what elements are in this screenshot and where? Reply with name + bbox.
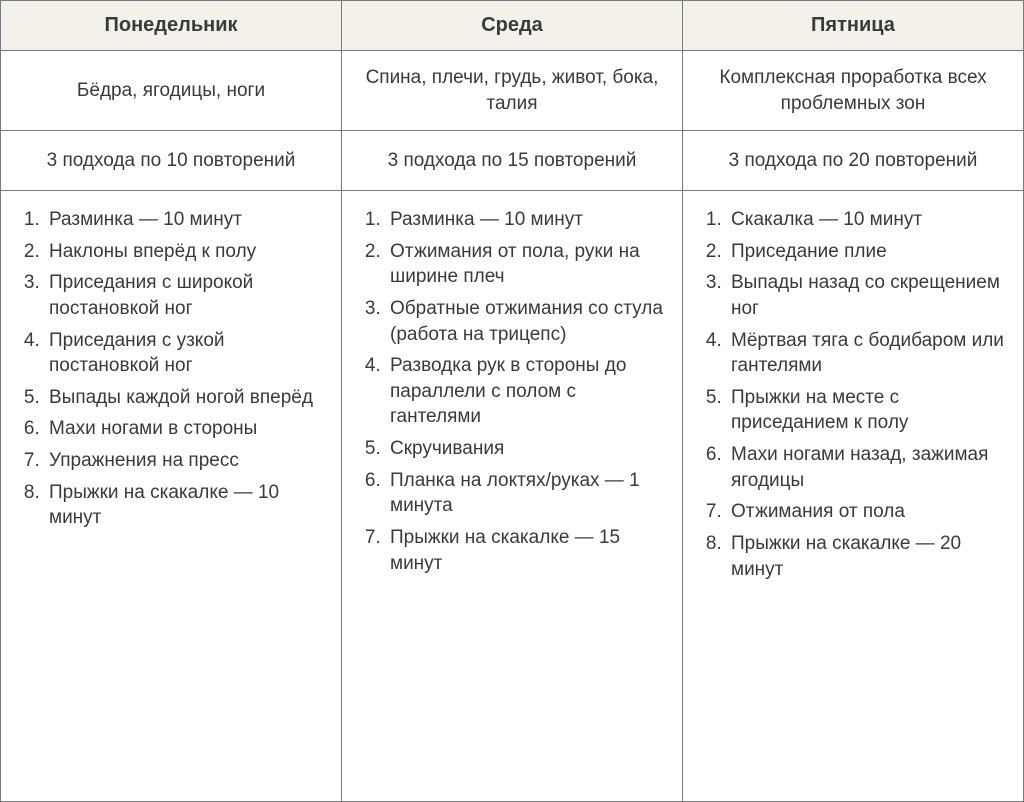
- exercises-monday: Разминка — 10 минут Наклоны вперёд к пол…: [1, 191, 342, 802]
- list-item: Мёртвая тяга с бодибаром или гантелями: [727, 326, 1009, 381]
- exercises-row: Разминка — 10 минут Наклоны вперёд к пол…: [1, 191, 1024, 802]
- focus-wednesday: Спина, плечи, грудь, живот, бока, талия: [342, 51, 683, 131]
- exercises-friday: Скакалка — 10 минут Приседание плие Выпа…: [683, 191, 1024, 802]
- reps-row: 3 подхода по 10 повторений 3 подхода по …: [1, 131, 1024, 191]
- list-item: Выпады назад со скрещением ног: [727, 268, 1009, 323]
- header-wednesday: Среда: [342, 1, 683, 51]
- focus-monday: Бёдра, ягодицы, ноги: [1, 51, 342, 131]
- list-item: Разминка — 10 минут: [45, 205, 327, 235]
- list-item: Приседания с широкой постановкой ног: [45, 268, 327, 323]
- header-friday: Пятница: [683, 1, 1024, 51]
- exercise-list-wednesday: Разминка — 10 минут Отжимания от пола, р…: [348, 205, 668, 578]
- list-item: Обратные отжимания со стула (работа на т…: [386, 294, 668, 349]
- focus-friday: Комплексная проработка всех проблемных з…: [683, 51, 1024, 131]
- header-monday: Понедельник: [1, 1, 342, 51]
- list-item: Махи ногами в стороны: [45, 414, 327, 444]
- exercise-list-monday: Разминка — 10 минут Наклоны вперёд к пол…: [7, 205, 327, 533]
- list-item: Скручивания: [386, 434, 668, 464]
- exercise-list-friday: Скакалка — 10 минут Приседание плие Выпа…: [689, 205, 1009, 584]
- list-item: Приседание плие: [727, 237, 1009, 267]
- list-item: Разминка — 10 минут: [386, 205, 668, 235]
- list-item: Махи ногами назад, зажимая ягодицы: [727, 440, 1009, 495]
- focus-row: Бёдра, ягодицы, ноги Спина, плечи, грудь…: [1, 51, 1024, 131]
- list-item: Прыжки на месте с приседанием к полу: [727, 383, 1009, 438]
- list-item: Выпады каждой ногой вперёд: [45, 383, 327, 413]
- reps-friday: 3 подхода по 20 повторений: [683, 131, 1024, 191]
- list-item: Наклоны вперёд к полу: [45, 237, 327, 267]
- reps-monday: 3 подхода по 10 повторений: [1, 131, 342, 191]
- list-item: Скакалка — 10 минут: [727, 205, 1009, 235]
- list-item: Приседания с узкой постановкой ног: [45, 326, 327, 381]
- list-item: Разводка рук в стороны до параллели с по…: [386, 351, 668, 432]
- list-item: Прыжки на скакалке — 10 минут: [45, 478, 327, 533]
- list-item: Отжимания от пола: [727, 497, 1009, 527]
- exercises-wednesday: Разминка — 10 минут Отжимания от пола, р…: [342, 191, 683, 802]
- reps-wednesday: 3 подхода по 15 повторений: [342, 131, 683, 191]
- list-item: Прыжки на скакалке — 20 минут: [727, 529, 1009, 584]
- list-item: Планка на локтях/руках — 1 минута: [386, 466, 668, 521]
- list-item: Упражнения на пресс: [45, 446, 327, 476]
- list-item: Отжимания от пола, руки на ширине плеч: [386, 237, 668, 292]
- list-item: Прыжки на скакалке — 15 минут: [386, 523, 668, 578]
- workout-schedule-table: Понедельник Среда Пятница Бёдра, ягодицы…: [0, 0, 1024, 802]
- header-row: Понедельник Среда Пятница: [1, 1, 1024, 51]
